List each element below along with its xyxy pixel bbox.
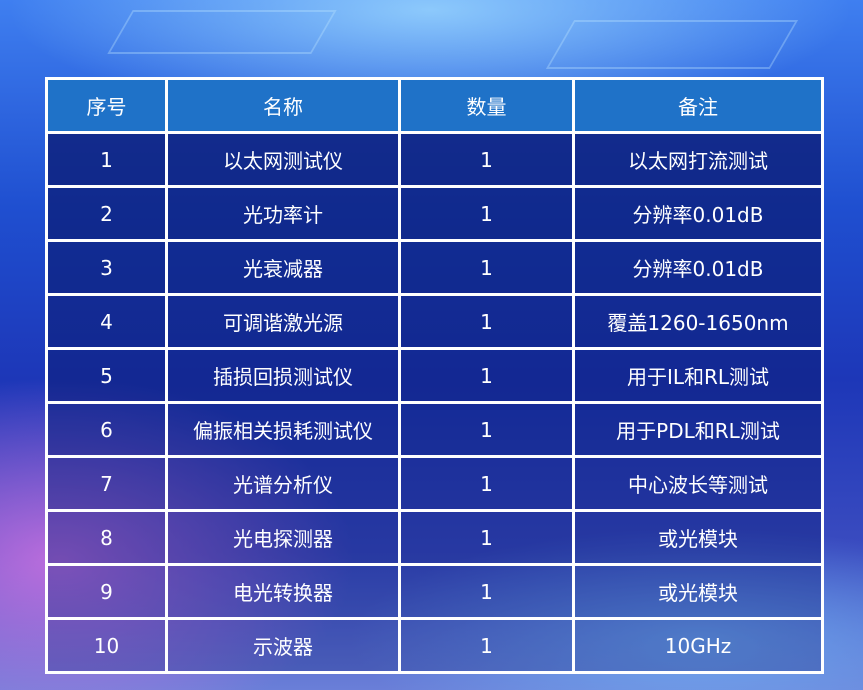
table-cell: 4: [45, 293, 168, 350]
table-cell: 1: [398, 131, 575, 188]
table-cell: 1: [45, 131, 168, 188]
table-cell: 6: [45, 401, 168, 458]
header-cell: 序号: [45, 77, 168, 134]
table-cell: 以太网测试仪: [165, 131, 401, 188]
table-cell: 1: [398, 563, 575, 620]
table-cell: 3: [45, 239, 168, 296]
table-row: 2 光功率计 1 分辨率0.01dB: [45, 185, 824, 242]
table-cell: 可调谐激光源: [165, 293, 401, 350]
table-cell: 10GHz: [572, 617, 824, 674]
table-cell: 9: [45, 563, 168, 620]
table-row: 1 以太网测试仪 1 以太网打流测试: [45, 131, 824, 188]
decoration: [107, 10, 337, 54]
table-row: 10 示波器 1 10GHz: [45, 617, 824, 674]
table-row: 9 电光转换器 1 或光模块: [45, 563, 824, 620]
table-cell: 分辨率0.01dB: [572, 185, 824, 242]
table-cell: 中心波长等测试: [572, 455, 824, 512]
table-cell: 1: [398, 347, 575, 404]
header-cell: 备注: [572, 77, 824, 134]
table-cell: 光功率计: [165, 185, 401, 242]
table-cell: 分辨率0.01dB: [572, 239, 824, 296]
table-cell: 插损回损测试仪: [165, 347, 401, 404]
table-cell: 用于IL和RL测试: [572, 347, 824, 404]
table-cell: 偏振相关损耗测试仪: [165, 401, 401, 458]
header-cell: 名称: [165, 77, 401, 134]
table-cell: 或光模块: [572, 563, 824, 620]
table-cell: 1: [398, 509, 575, 566]
table-cell: 光衰减器: [165, 239, 401, 296]
decoration: [545, 20, 799, 69]
table-row: 6 偏振相关损耗测试仪 1 用于PDL和RL测试: [45, 401, 824, 458]
table-cell: 以太网打流测试: [572, 131, 824, 188]
table-cell: 用于PDL和RL测试: [572, 401, 824, 458]
table-cell: 10: [45, 617, 168, 674]
table-body: 1 以太网测试仪 1 以太网打流测试 2 光功率计 1 分辨率0.01dB 3 光衰减器 1 分辨率0…: [45, 131, 824, 674]
header-cell: 数量: [398, 77, 575, 134]
table-cell: 或光模块: [572, 509, 824, 566]
table-row: 4 可调谐激光源 1 覆盖1260-1650nm: [45, 293, 824, 350]
table-cell: 1: [398, 293, 575, 350]
table-cell: 覆盖1260-1650nm: [572, 293, 824, 350]
table-cell: 2: [45, 185, 168, 242]
table-cell: 7: [45, 455, 168, 512]
table-cell: 1: [398, 455, 575, 512]
table-row: 7 光谱分析仪 1 中心波长等测试: [45, 455, 824, 512]
table-cell: 8: [45, 509, 168, 566]
table-row: 8 光电探测器 1 或光模块: [45, 509, 824, 566]
table-cell: 1: [398, 185, 575, 242]
table-cell: 光谱分析仪: [165, 455, 401, 512]
table-row: 5 插损回损测试仪 1 用于IL和RL测试: [45, 347, 824, 404]
table-cell: 示波器: [165, 617, 401, 674]
table-cell: 光电探测器: [165, 509, 401, 566]
table-cell: 电光转换器: [165, 563, 401, 620]
table-cell: 1: [398, 617, 575, 674]
equipment-table: 序号 名称 数量 备注 1 以太网测试仪 1 以太网打流测试 2 光功率计 1 分辨率0.01dB 3…: [45, 77, 824, 674]
table-row: 3 光衰减器 1 分辨率0.01dB: [45, 239, 824, 296]
table-cell: 1: [398, 239, 575, 296]
header-row: 序号 名称 数量 备注: [45, 77, 824, 134]
table-cell: 1: [398, 401, 575, 458]
table-cell: 5: [45, 347, 168, 404]
